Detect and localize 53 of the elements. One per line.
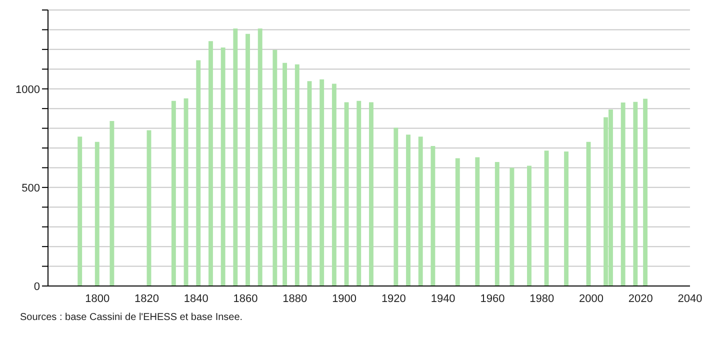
- bar: [78, 136, 82, 286]
- x-tick-label: 2000: [578, 292, 604, 305]
- x-tick-label: 1840: [184, 292, 208, 305]
- bar: [544, 150, 549, 286]
- bar: [110, 120, 114, 286]
- bar: [494, 162, 500, 286]
- x-tick-label: 2020: [628, 292, 653, 305]
- y-tick-label: 1000: [16, 84, 40, 96]
- bar: [320, 79, 324, 286]
- x-tick-label: 1880: [282, 292, 308, 305]
- y-tick-label: 500: [22, 182, 40, 194]
- bar: [307, 81, 312, 286]
- bar: [272, 50, 278, 286]
- bar: [258, 28, 262, 286]
- bar: [527, 166, 532, 286]
- bar: [282, 62, 288, 286]
- bar: [146, 130, 152, 286]
- x-tick-label: 1860: [233, 292, 258, 305]
- bar: [633, 102, 638, 286]
- bar: [171, 100, 176, 286]
- x-tick-label: 1920: [381, 292, 406, 305]
- bar: [510, 168, 514, 286]
- bar: [184, 98, 188, 286]
- x-tick-label: 1800: [85, 292, 110, 305]
- bar: [430, 146, 436, 286]
- bar: [332, 84, 336, 286]
- bar: [406, 134, 410, 286]
- bar: [294, 64, 300, 286]
- bar: [586, 142, 591, 286]
- y-tick-label: 0: [34, 280, 40, 293]
- bar: [94, 142, 100, 286]
- x-tick-label: 1820: [134, 292, 160, 305]
- x-tick-label: 1980: [530, 292, 554, 305]
- bar: [356, 100, 362, 286]
- bar: [246, 34, 250, 286]
- bar: [196, 60, 201, 286]
- x-tick-label: 1900: [332, 292, 357, 305]
- bar: [418, 136, 423, 286]
- bar: [394, 128, 398, 286]
- bar: [233, 28, 238, 286]
- x-tick-label: 2040: [678, 292, 702, 305]
- x-tick-label: 1940: [430, 292, 456, 305]
- bar: [475, 157, 480, 286]
- bar: [220, 47, 226, 286]
- bar: [344, 102, 349, 286]
- bar: [643, 98, 648, 286]
- bar: [564, 152, 569, 286]
- bar: [455, 158, 460, 286]
- bar: [208, 41, 213, 286]
- x-tick-label: 1960: [480, 292, 505, 305]
- bar: [369, 102, 374, 286]
- bar: [620, 102, 626, 286]
- source-note: Sources : base Cassini de l'EHESS et base Insee.: [20, 312, 244, 323]
